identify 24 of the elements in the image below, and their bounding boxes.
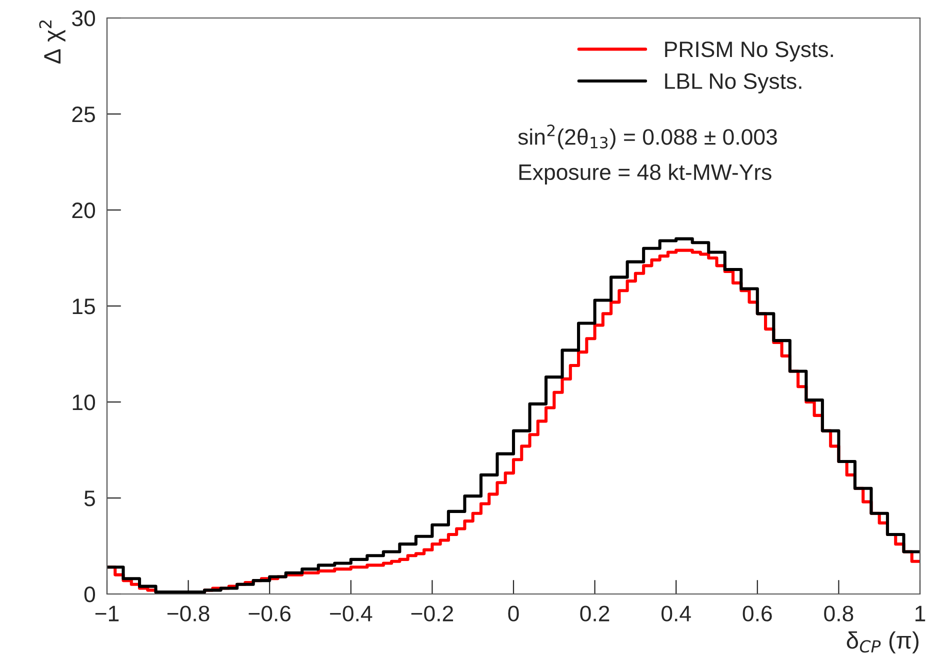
y-tick-label: 10 <box>72 394 96 410</box>
x-tick-label: 0.2 <box>580 606 610 622</box>
y-tick-label: 15 <box>72 298 95 314</box>
annotation: sin$^{2}$(2θ$_{13}$) = 0.088 ± 0.003 <box>518 124 777 150</box>
x-tick-label: 0.4 <box>662 606 691 622</box>
x-tick-label: −0.8 <box>167 606 210 622</box>
x-axis-title: δ$_{CP}$ (π) <box>846 631 918 654</box>
x-tick-label: −0.6 <box>248 606 291 622</box>
y-tick-label: 0 <box>84 586 96 602</box>
legend-label: PRISM No Systs. <box>665 41 833 62</box>
legend-label: LBL No Systs. <box>665 73 802 94</box>
y-tick-label: 30 <box>72 10 96 26</box>
x-tick-label: 0.6 <box>742 606 772 622</box>
y-tick-label: 5 <box>84 490 95 506</box>
x-tick-label: −1 <box>95 606 119 622</box>
x-tick-label: 1 <box>916 606 926 622</box>
x-tick-label: −0.4 <box>330 606 372 622</box>
x-tick-label: 0.8 <box>824 606 854 622</box>
y-axis-title: Δ χ$^{2}$ <box>39 20 66 64</box>
annotation: Exposure = 48 kt-MW-Yrs <box>519 164 772 184</box>
y-tick-label: 25 <box>72 106 95 122</box>
x-tick-label: 0 <box>508 606 519 622</box>
y-tick-label: 20 <box>72 202 96 218</box>
x-tick-label: −0.2 <box>411 606 454 622</box>
